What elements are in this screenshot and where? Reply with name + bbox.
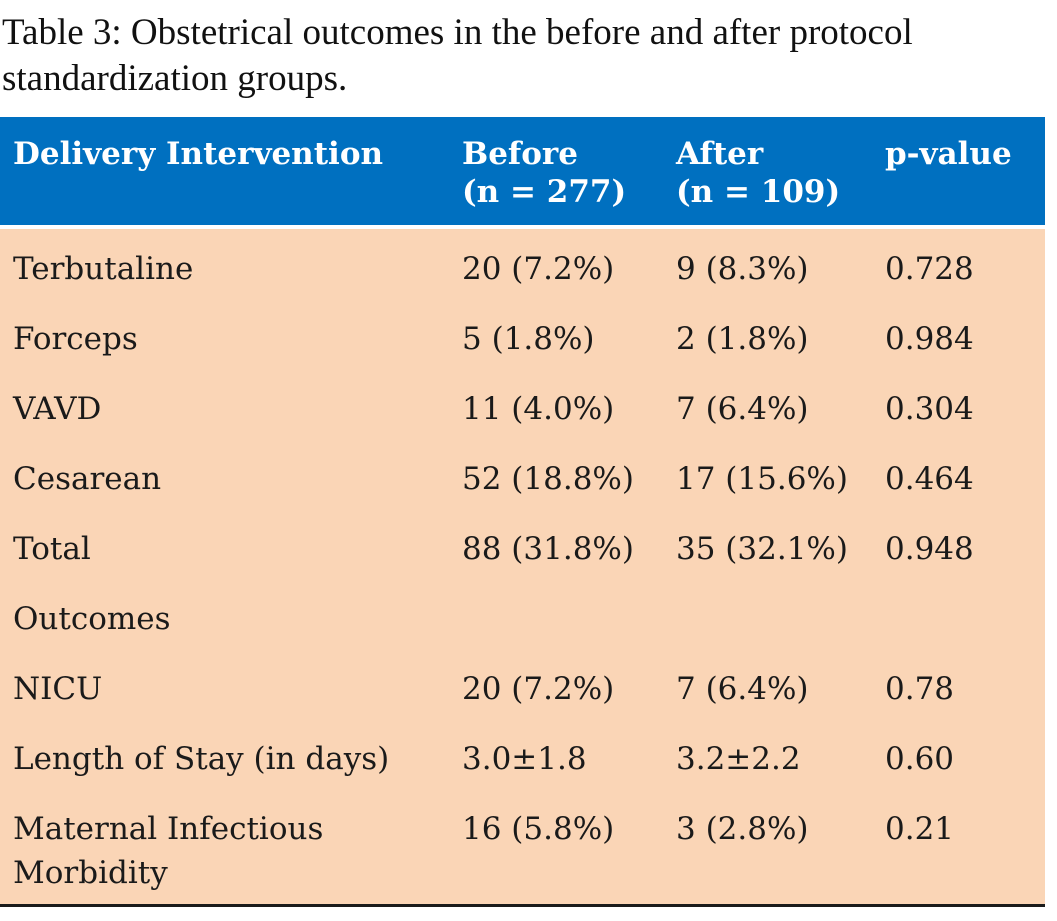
row-label: NICU [13,671,103,707]
table-row: Total 88 (31.8%) 35 (32.1%) 0.948 [0,511,1045,581]
p-value: 0.984 [885,321,974,357]
table-row: NICU 20 (7.2%) 7 (6.4%) 0.78 [0,651,1045,721]
header-before: Before (n = 277) [462,136,627,210]
after-value: 7 (6.4%) [676,671,809,707]
p-value: 0.21 [885,811,955,847]
before-value: 11 (4.0%) [462,391,615,427]
row-label: Maternal Infectious Morbidity [13,811,324,891]
header-delivery-intervention: Delivery Intervention [13,136,384,172]
section-label: Outcomes [13,601,171,637]
table-caption: Table 3: Obstetrical outcomes in the bef… [2,12,913,99]
row-label: VAVD [13,391,102,427]
table-row: Outcomes [0,581,1045,651]
before-value: 52 (18.8%) [462,461,634,497]
after-value: 17 (15.6%) [676,461,848,497]
row-label: Length of Stay (in days) [13,741,390,777]
table-row: Cesarean 52 (18.8%) 17 (15.6%) 0.464 [0,441,1045,511]
table-row: Terbutaline 20 (7.2%) 9 (8.3%) 0.728 [0,231,1045,301]
after-value: 35 (32.1%) [676,531,848,567]
table-row: Forceps 5 (1.8%) 2 (1.8%) 0.984 [0,301,1045,371]
row-label: Total [13,531,91,567]
p-value: 0.464 [885,461,974,497]
before-value: 5 (1.8%) [462,321,595,357]
header-after: After (n = 109) [676,136,841,210]
table-row: VAVD 11 (4.0%) 7 (6.4%) 0.304 [0,371,1045,441]
table-row: Maternal Infectious Morbidity 16 (5.8%) … [0,791,1045,901]
p-value: 0.304 [885,391,974,427]
p-value: 0.60 [885,741,955,777]
table-header-row: Delivery Intervention Before (n = 277) A… [0,117,1045,229]
p-value: 0.948 [885,531,974,567]
row-label: Terbutaline [13,251,194,287]
data-table: Delivery Intervention Before (n = 277) A… [0,117,1045,907]
header-p-value: p-value [885,136,1012,172]
after-value: 3.2±2.2 [676,741,801,777]
after-value: 3 (2.8%) [676,811,809,847]
before-value: 16 (5.8%) [462,811,615,847]
table-row: Length of Stay (in days) 3.0±1.8 3.2±2.2… [0,721,1045,791]
before-value: 88 (31.8%) [462,531,634,567]
before-value: 20 (7.2%) [462,251,615,287]
p-value: 0.78 [885,671,955,707]
row-label: Cesarean [13,461,162,497]
row-label: Forceps [13,321,138,357]
after-value: 9 (8.3%) [676,251,809,287]
p-value: 0.728 [885,251,974,287]
after-value: 2 (1.8%) [676,321,809,357]
before-value: 20 (7.2%) [462,671,615,707]
before-value: 3.0±1.8 [462,741,587,777]
after-value: 7 (6.4%) [676,391,809,427]
